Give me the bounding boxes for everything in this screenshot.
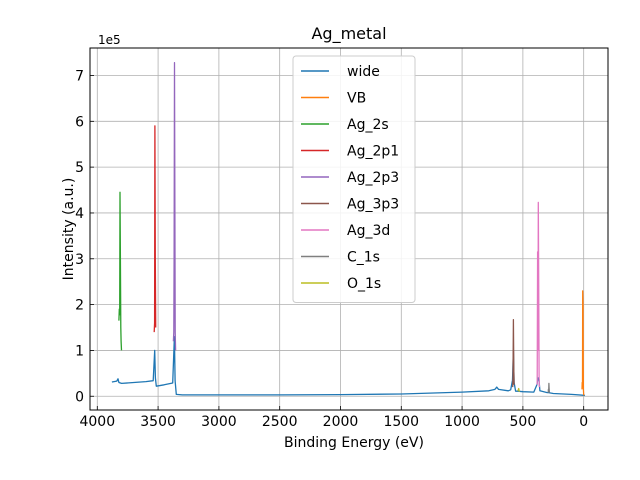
y-tick-label: 0 (75, 389, 84, 405)
series-line-vb (581, 290, 585, 396)
ticks: 4000 3500 3000 2500 2000 1500 1000 500 0 0 1 2 3 4 5 6 7 (75, 68, 588, 430)
x-tick-label: 0 (579, 414, 588, 430)
y-tick-label: 2 (75, 298, 84, 314)
x-tick-label: 2500 (262, 414, 298, 430)
x-tick-label: 500 (510, 414, 537, 430)
legend-label-o-1s: O_1s (347, 276, 381, 292)
y-multiplier-label: 1e5 (98, 33, 121, 47)
x-tick-label: 4000 (79, 414, 115, 430)
legend-label-ag-2s: Ag_2s (347, 117, 389, 133)
legend-label-ag-3p3: Ag_3p3 (347, 197, 399, 213)
legend-label-vb: VB (347, 91, 366, 107)
x-tick-label: 3000 (201, 414, 237, 430)
y-tick-label: 7 (75, 68, 84, 84)
series-line-ag-2s (118, 191, 123, 351)
legend-label-c-1s: C_1s (347, 250, 380, 266)
series-line-ag-3p3 (512, 319, 515, 388)
series-layer (111, 62, 585, 396)
x-axis-label: Binding Energy (eV) (284, 435, 424, 451)
x-tick-label: 1000 (444, 414, 480, 430)
legend-label-ag-2p1: Ag_2p1 (347, 144, 399, 160)
series-line-ag-2p1 (153, 125, 157, 333)
series-line-o-1s (517, 387, 521, 392)
y-tick-label: 4 (75, 206, 84, 222)
x-tick-label: 1500 (383, 414, 419, 430)
chart-title: Ag_metal (311, 24, 386, 44)
x-tick-label: 3500 (140, 414, 176, 430)
legend: wide VB Ag_2s Ag_2p1 Ag_2p3 Ag_3p3 Ag_3d C_1s O_… (292, 55, 416, 303)
y-tick-label: 3 (75, 252, 84, 268)
series-line-c-1s (547, 382, 551, 393)
x-tick-label: 2000 (323, 414, 359, 430)
legend-label-ag-2p3: Ag_2p3 (347, 170, 399, 186)
legend-label-wide: wide (347, 64, 380, 80)
y-tick-label: 5 (75, 160, 84, 176)
series-line-ag-3d (536, 201, 541, 388)
y-tick-label: 1 (75, 343, 84, 359)
legend-label-ag-3d: Ag_3d (347, 223, 390, 239)
y-tick-label: 6 (75, 114, 84, 130)
series-line-ag-2p3 (172, 62, 177, 351)
y-axis-label: Intensity (a.u.) (61, 178, 77, 281)
legend-box (292, 55, 416, 303)
plot-frame (89, 47, 609, 411)
